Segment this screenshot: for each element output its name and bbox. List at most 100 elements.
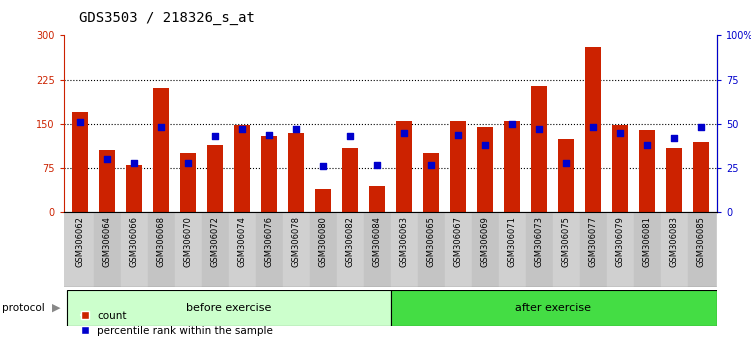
Point bbox=[344, 133, 356, 139]
Text: GSM306066: GSM306066 bbox=[129, 216, 138, 267]
Bar bbox=[639, 130, 655, 212]
Point bbox=[155, 125, 167, 130]
Point bbox=[398, 130, 410, 136]
Point bbox=[506, 121, 518, 127]
Bar bbox=[120, 212, 147, 287]
Point bbox=[317, 164, 329, 169]
Bar bbox=[445, 212, 472, 287]
Bar bbox=[363, 212, 391, 287]
Text: GSM306079: GSM306079 bbox=[616, 216, 625, 267]
Bar bbox=[315, 189, 331, 212]
Bar bbox=[504, 121, 520, 212]
Bar bbox=[126, 165, 142, 212]
Point bbox=[74, 119, 86, 125]
Point bbox=[641, 142, 653, 148]
Text: after exercise: after exercise bbox=[514, 303, 590, 313]
Text: GSM306074: GSM306074 bbox=[237, 216, 246, 267]
Bar bbox=[369, 186, 385, 212]
Point bbox=[182, 160, 194, 166]
Bar bbox=[666, 148, 682, 212]
Text: GSM306077: GSM306077 bbox=[589, 216, 598, 267]
Point bbox=[533, 126, 545, 132]
Text: ▶: ▶ bbox=[52, 303, 60, 313]
Point bbox=[290, 126, 302, 132]
Bar bbox=[553, 212, 580, 287]
Bar bbox=[612, 125, 628, 212]
Bar bbox=[661, 212, 687, 287]
Text: GSM306075: GSM306075 bbox=[562, 216, 571, 267]
Point bbox=[614, 130, 626, 136]
Bar bbox=[228, 212, 255, 287]
Text: GDS3503 / 218326_s_at: GDS3503 / 218326_s_at bbox=[79, 11, 255, 25]
Bar bbox=[180, 153, 196, 212]
Bar bbox=[472, 212, 499, 287]
Bar bbox=[585, 47, 601, 212]
Bar bbox=[234, 125, 250, 212]
Bar bbox=[147, 212, 174, 287]
Point bbox=[560, 160, 572, 166]
Text: protocol: protocol bbox=[2, 303, 44, 313]
Text: GSM306073: GSM306073 bbox=[535, 216, 544, 267]
Bar bbox=[255, 212, 282, 287]
Text: GSM306085: GSM306085 bbox=[696, 216, 705, 267]
Text: GSM306067: GSM306067 bbox=[454, 216, 463, 267]
Bar bbox=[558, 139, 574, 212]
Bar bbox=[153, 88, 169, 212]
Text: GSM306062: GSM306062 bbox=[76, 216, 85, 267]
Text: GSM306081: GSM306081 bbox=[643, 216, 652, 267]
Bar bbox=[693, 142, 709, 212]
Bar bbox=[687, 212, 714, 287]
Bar bbox=[342, 148, 358, 212]
Bar bbox=[99, 150, 115, 212]
Point bbox=[668, 135, 680, 141]
Point bbox=[695, 125, 707, 130]
Bar bbox=[477, 127, 493, 212]
Text: GSM306084: GSM306084 bbox=[372, 216, 382, 267]
Text: GSM306070: GSM306070 bbox=[183, 216, 192, 267]
Bar bbox=[174, 212, 201, 287]
Bar bbox=[634, 212, 661, 287]
Bar bbox=[499, 212, 526, 287]
Bar bbox=[336, 212, 363, 287]
Point bbox=[452, 132, 464, 137]
Point bbox=[128, 160, 140, 166]
Legend: count, percentile rank within the sample: count, percentile rank within the sample bbox=[77, 307, 277, 340]
Bar bbox=[396, 121, 412, 212]
Point bbox=[101, 156, 113, 162]
Bar bbox=[67, 290, 391, 326]
Point bbox=[371, 162, 383, 167]
Bar bbox=[450, 121, 466, 212]
Bar bbox=[72, 112, 88, 212]
Bar bbox=[391, 212, 418, 287]
Bar bbox=[282, 212, 309, 287]
Text: GSM306064: GSM306064 bbox=[103, 216, 112, 267]
Text: before exercise: before exercise bbox=[185, 303, 271, 313]
Bar bbox=[423, 153, 439, 212]
Bar bbox=[288, 133, 304, 212]
Point bbox=[236, 126, 248, 132]
Bar bbox=[207, 144, 223, 212]
Text: GSM306078: GSM306078 bbox=[291, 216, 300, 267]
Point bbox=[263, 132, 275, 137]
Point bbox=[479, 142, 491, 148]
Bar bbox=[526, 212, 553, 287]
Text: GSM306083: GSM306083 bbox=[669, 216, 678, 267]
Bar bbox=[67, 212, 94, 287]
Point bbox=[425, 162, 437, 167]
Bar bbox=[531, 86, 547, 212]
Text: GSM306071: GSM306071 bbox=[508, 216, 517, 267]
Text: GSM306082: GSM306082 bbox=[345, 216, 354, 267]
Bar bbox=[418, 212, 445, 287]
Point bbox=[209, 133, 221, 139]
Text: GSM306080: GSM306080 bbox=[318, 216, 327, 267]
Bar bbox=[94, 212, 120, 287]
Bar bbox=[391, 290, 717, 326]
Point bbox=[587, 125, 599, 130]
Bar bbox=[201, 212, 228, 287]
Text: GSM306076: GSM306076 bbox=[264, 216, 273, 267]
Bar bbox=[607, 212, 634, 287]
Bar bbox=[309, 212, 336, 287]
Bar bbox=[261, 136, 277, 212]
Text: GSM306063: GSM306063 bbox=[400, 216, 409, 267]
Text: GSM306069: GSM306069 bbox=[481, 216, 490, 267]
